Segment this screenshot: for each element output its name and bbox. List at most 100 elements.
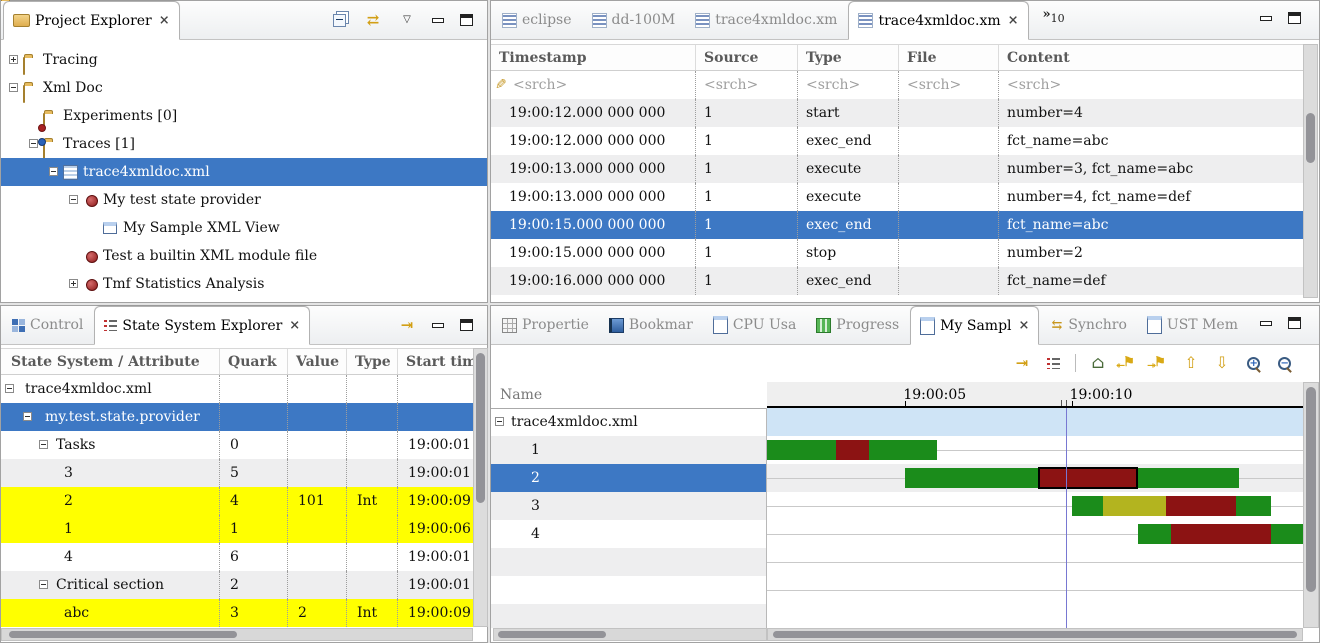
timegraph-hscrollbar[interactable] bbox=[767, 628, 1303, 641]
column-header-source[interactable]: Source bbox=[695, 45, 797, 70]
tab-cpu-usa[interactable]: CPU Usa bbox=[704, 306, 805, 344]
column-header-type[interactable]: Type bbox=[797, 45, 898, 70]
search-cell-timestamp[interactable]: ✎ <srch> bbox=[491, 71, 695, 99]
attribute-row[interactable]: 2 4 101 Int 19:00:09 bbox=[1, 487, 473, 515]
state-interval-red[interactable] bbox=[1171, 524, 1272, 544]
timegraph-row-1[interactable]: 1 bbox=[491, 436, 766, 464]
tab-eclipse[interactable]: eclipse bbox=[493, 1, 581, 39]
tab-trace4xmldoc-xm[interactable]: trace4xmldoc.xm bbox=[686, 1, 846, 39]
state-interval-green[interactable] bbox=[905, 468, 1039, 488]
table-row[interactable]: 19:00:16.000 000 000 1 exec_end fct_name=de… bbox=[491, 267, 1303, 295]
collapse-icon[interactable] bbox=[29, 139, 38, 148]
align-views-icon[interactable]: ⇥ bbox=[1015, 354, 1029, 372]
collapse-all-icon[interactable] bbox=[330, 12, 348, 28]
state-interval-green[interactable] bbox=[1071, 496, 1104, 516]
close-icon[interactable]: × bbox=[289, 318, 301, 333]
state-interval-red[interactable] bbox=[1038, 467, 1139, 489]
collapse-icon[interactable] bbox=[69, 195, 78, 204]
attribute-row[interactable]: Tasks 0 19:00:01 bbox=[1, 431, 473, 459]
state-interval-green[interactable] bbox=[1271, 524, 1303, 544]
tree-item-experiments-0[interactable]: Experiments [0] bbox=[1, 102, 487, 131]
expand-icon[interactable] bbox=[69, 279, 78, 288]
select-next-state-icon[interactable]: ⚑ ↠ bbox=[1147, 355, 1166, 372]
maximize-icon[interactable] bbox=[460, 319, 473, 331]
attribute-row[interactable]: abc 3 2 Int 19:00:09 bbox=[1, 599, 473, 627]
column-header-content[interactable]: Content bbox=[998, 45, 1303, 70]
timegraph-empty-row[interactable] bbox=[491, 604, 766, 628]
tab-bookmar[interactable]: Bookmar bbox=[600, 306, 702, 344]
collapse-icon[interactable] bbox=[39, 440, 48, 449]
zoom-in-icon[interactable]: + bbox=[1244, 355, 1262, 371]
tab-overflow-button[interactable]: » 10 bbox=[1042, 7, 1065, 25]
minimize-icon[interactable] bbox=[432, 17, 444, 23]
maximize-icon[interactable] bbox=[460, 14, 473, 26]
search-cell-type[interactable]: <srch> bbox=[797, 71, 898, 99]
table-row[interactable]: 19:00:12.000 000 000 1 exec_end fct_name=ab… bbox=[491, 127, 1303, 155]
maximize-icon[interactable] bbox=[1288, 317, 1301, 329]
state-interval-olive[interactable] bbox=[1103, 496, 1167, 516]
maximize-icon[interactable] bbox=[1288, 12, 1301, 24]
tab-progress[interactable]: Progress bbox=[807, 306, 908, 344]
minimize-icon[interactable] bbox=[432, 322, 444, 328]
state-interval-green[interactable] bbox=[869, 440, 937, 460]
column-header-value[interactable]: Value bbox=[287, 349, 346, 374]
attribute-row[interactable]: Critical section 2 19:00:01 bbox=[1, 571, 473, 599]
events-vscrollbar[interactable] bbox=[1303, 44, 1318, 298]
collapse-icon[interactable] bbox=[9, 83, 18, 92]
timegraph-name-hscrollbar[interactable] bbox=[493, 628, 767, 641]
state-interval-green[interactable] bbox=[1138, 524, 1172, 544]
tree-item-tmf-statistics-analysis[interactable]: Tmf Statistics Analysis bbox=[1, 270, 487, 298]
attribute-row[interactable]: 4 6 19:00:01 bbox=[1, 543, 473, 571]
down-icon[interactable]: ⇩ bbox=[1215, 353, 1229, 372]
search-cell-file[interactable]: <srch> bbox=[898, 71, 998, 99]
time-axis[interactable]: 19:00:05 19:00:10 bbox=[767, 382, 1303, 408]
state-interval-green[interactable] bbox=[767, 440, 837, 460]
collapse-icon[interactable] bbox=[495, 417, 504, 426]
align-views-icon[interactable]: ⇥ bbox=[400, 316, 414, 334]
tab-dd-100m[interactable]: dd-100M bbox=[583, 1, 685, 39]
state-interval-red[interactable] bbox=[1166, 496, 1237, 516]
table-row[interactable]: 19:00:12.000 000 000 1 start number=4 bbox=[491, 99, 1303, 127]
tree-item-xml-doc[interactable]: Xml Doc bbox=[1, 74, 487, 103]
column-header-quark[interactable]: Quark bbox=[219, 349, 287, 374]
collapse-icon[interactable] bbox=[49, 167, 58, 176]
tree-item-my-sample-xml-view[interactable]: My Sample XML View bbox=[1, 214, 487, 242]
tab-project-explorer[interactable]: Project Explorer × bbox=[3, 1, 180, 40]
timegraph-row-trace4xmldoc-xml[interactable]: trace4xmldoc.xml bbox=[491, 408, 766, 436]
timegraph-row-3[interactable]: 3 bbox=[491, 492, 766, 520]
tree-item-trace4xmldoc-xml[interactable]: trace4xmldoc.xml bbox=[1, 158, 487, 186]
state-vscrollbar[interactable] bbox=[473, 348, 488, 627]
column-header-state-system-attribute[interactable]: State System / Attribute bbox=[11, 354, 200, 370]
column-header-start-tim[interactable]: Start tim bbox=[397, 349, 473, 374]
state-hscrollbar[interactable] bbox=[1, 628, 473, 641]
attribute-row[interactable]: 1 1 19:00:06 bbox=[1, 515, 473, 543]
timegraph-vscrollbar[interactable] bbox=[1303, 382, 1319, 628]
tree-item-tracing[interactable]: Tracing bbox=[1, 46, 487, 75]
search-cell-content[interactable]: <srch> bbox=[998, 71, 1303, 99]
minimize-icon[interactable] bbox=[1260, 320, 1272, 326]
tree-item-traces-1[interactable]: Traces [1] bbox=[1, 130, 487, 159]
events-search-row[interactable]: ✎ <srch> <srch> <srch> <srch> <srch> bbox=[491, 71, 1303, 99]
timegraph-chart[interactable] bbox=[767, 408, 1303, 628]
timegraph-row-4[interactable]: 4 bbox=[491, 520, 766, 548]
collapse-icon[interactable] bbox=[39, 580, 48, 589]
column-header-type[interactable]: Type bbox=[346, 349, 397, 374]
tab-synchro[interactable]: ⇆ Synchro bbox=[1041, 306, 1136, 344]
up-icon[interactable]: ⇧ bbox=[1184, 353, 1198, 372]
column-header-timestamp[interactable]: Timestamp bbox=[499, 50, 587, 66]
timegraph-empty-row[interactable] bbox=[491, 548, 766, 576]
table-row[interactable]: 19:00:13.000 000 000 1 execute number=3, fc… bbox=[491, 155, 1303, 183]
home-icon[interactable]: ⌂ bbox=[1091, 353, 1105, 373]
tab-propertie[interactable]: Propertie bbox=[493, 306, 598, 344]
collapse-icon[interactable] bbox=[5, 384, 14, 393]
tab-trace4xmldoc-xm[interactable]: trace4xmldoc.xm × bbox=[848, 1, 1029, 40]
table-row[interactable]: 19:00:13.000 000 000 1 execute number=4, fc… bbox=[491, 183, 1303, 211]
minimize-icon[interactable] bbox=[1260, 15, 1272, 21]
tab-my-sampl[interactable]: My Sampl × bbox=[910, 306, 1040, 345]
tab-state-system-explorer[interactable]: State System Explorer × bbox=[94, 306, 311, 345]
state-interval-green[interactable] bbox=[1138, 468, 1240, 488]
attribute-row[interactable]: my.test.state.provider bbox=[1, 403, 473, 431]
link-with-editor-icon[interactable]: ⇄ bbox=[366, 11, 380, 29]
tab-ust-mem[interactable]: UST Mem bbox=[1138, 306, 1247, 344]
search-cell-source[interactable]: <srch> bbox=[695, 71, 797, 99]
